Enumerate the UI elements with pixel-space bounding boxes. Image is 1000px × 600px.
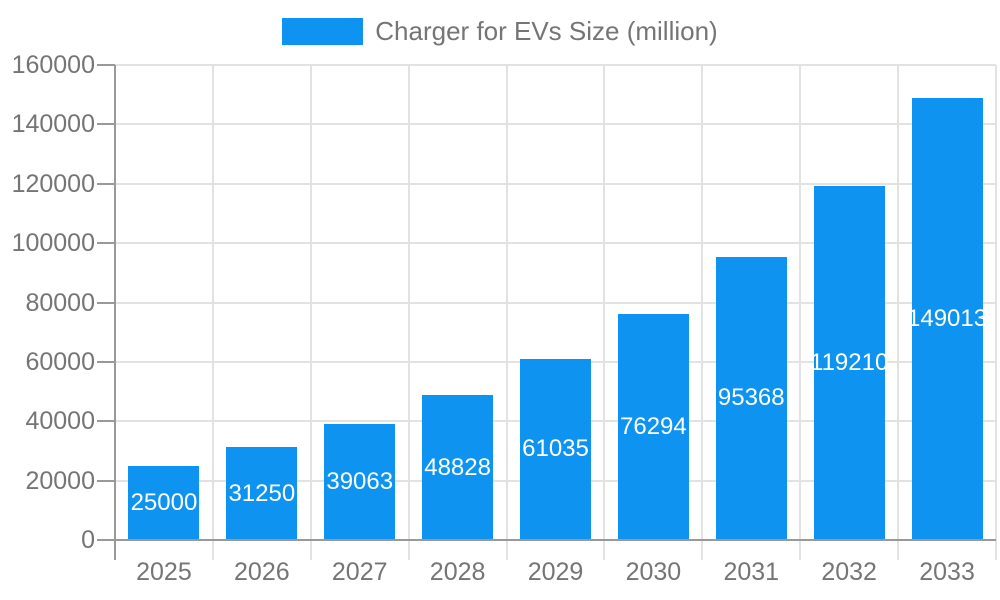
x-axis-label: 2031	[723, 558, 780, 586]
y-axis-tick	[97, 242, 115, 245]
y-axis-label: 20000	[25, 466, 95, 495]
x-axis-line	[97, 539, 996, 541]
gridline-horizontal	[115, 242, 996, 245]
x-axis-label: 2029	[527, 558, 584, 586]
y-axis-label: 100000	[11, 229, 95, 258]
gridline-vertical	[799, 65, 802, 540]
gridline-horizontal	[115, 182, 996, 185]
legend[interactable]: Charger for EVs Size (million)	[0, 15, 1000, 47]
x-axis-label: 2030	[625, 558, 682, 586]
x-axis-tick	[407, 540, 410, 560]
bar-value-label: 119210	[810, 349, 889, 377]
y-axis-tick	[97, 301, 115, 304]
y-axis-label: 60000	[25, 347, 95, 376]
x-axis-label: 2027	[331, 558, 388, 586]
bar-2027[interactable]	[324, 424, 396, 540]
gridline-vertical	[407, 65, 410, 540]
x-axis-label: 2032	[821, 558, 877, 586]
bar-2029[interactable]	[520, 358, 591, 540]
x-axis-tick	[603, 540, 606, 560]
y-axis-label: 0	[81, 526, 95, 554]
y-axis-label: 80000	[25, 288, 95, 317]
x-axis-label: 2033	[919, 558, 975, 586]
gridline-vertical	[897, 65, 900, 540]
gridline-vertical	[701, 65, 704, 540]
y-axis-label: 140000	[11, 110, 95, 139]
y-axis-tick	[97, 64, 115, 66]
bar-value-label: 95368	[717, 384, 785, 412]
x-axis-label: 2025	[136, 558, 192, 586]
bar-2032[interactable]	[813, 186, 885, 540]
bar-2033[interactable]	[911, 97, 983, 540]
gridline-vertical	[309, 65, 312, 540]
y-axis-label: 40000	[25, 407, 95, 436]
bar-value-label: 39063	[326, 468, 394, 496]
bar-value-label: 61035	[522, 435, 589, 463]
x-axis-tick	[309, 540, 312, 560]
y-axis-label: 120000	[11, 169, 95, 198]
bar-2030[interactable]	[617, 313, 689, 540]
x-axis-label: 2028	[429, 558, 486, 586]
x-axis-tick	[799, 540, 802, 560]
bar-2026[interactable]	[226, 447, 298, 540]
bar-value-label: 25000	[130, 488, 198, 516]
legend-swatch	[282, 17, 364, 45]
bar-value-label: 76294	[620, 412, 687, 440]
bar-value-label: 48828	[424, 453, 491, 481]
x-axis-tick	[505, 540, 508, 560]
y-axis-line	[114, 65, 116, 560]
y-axis-tick	[97, 123, 115, 126]
x-axis-tick	[701, 540, 704, 560]
gridline-horizontal	[115, 64, 996, 66]
y-axis-tick	[97, 360, 115, 363]
x-axis-label: 2026	[234, 558, 290, 586]
gridline-vertical	[603, 65, 606, 540]
gridline-vertical	[505, 65, 508, 540]
y-axis-label: 160000	[11, 51, 95, 79]
bar-2028[interactable]	[422, 395, 494, 540]
y-axis-tick	[97, 182, 115, 185]
bar-value-label: 31250	[228, 479, 296, 507]
bar-value-label: 149013	[907, 304, 988, 332]
bar-2025[interactable]	[128, 465, 200, 540]
gridline-horizontal	[115, 123, 996, 126]
legend-label: Charger for EVs Size (million)	[375, 16, 718, 46]
y-axis-tick	[97, 479, 115, 482]
y-axis-tick	[97, 420, 115, 423]
gridline-vertical	[211, 65, 214, 540]
x-axis-tick	[995, 540, 997, 560]
gridline-vertical	[995, 65, 997, 540]
gridline-horizontal	[115, 301, 996, 304]
bar-2031[interactable]	[715, 256, 787, 540]
x-axis-tick	[211, 540, 214, 560]
x-axis-tick	[897, 540, 900, 560]
